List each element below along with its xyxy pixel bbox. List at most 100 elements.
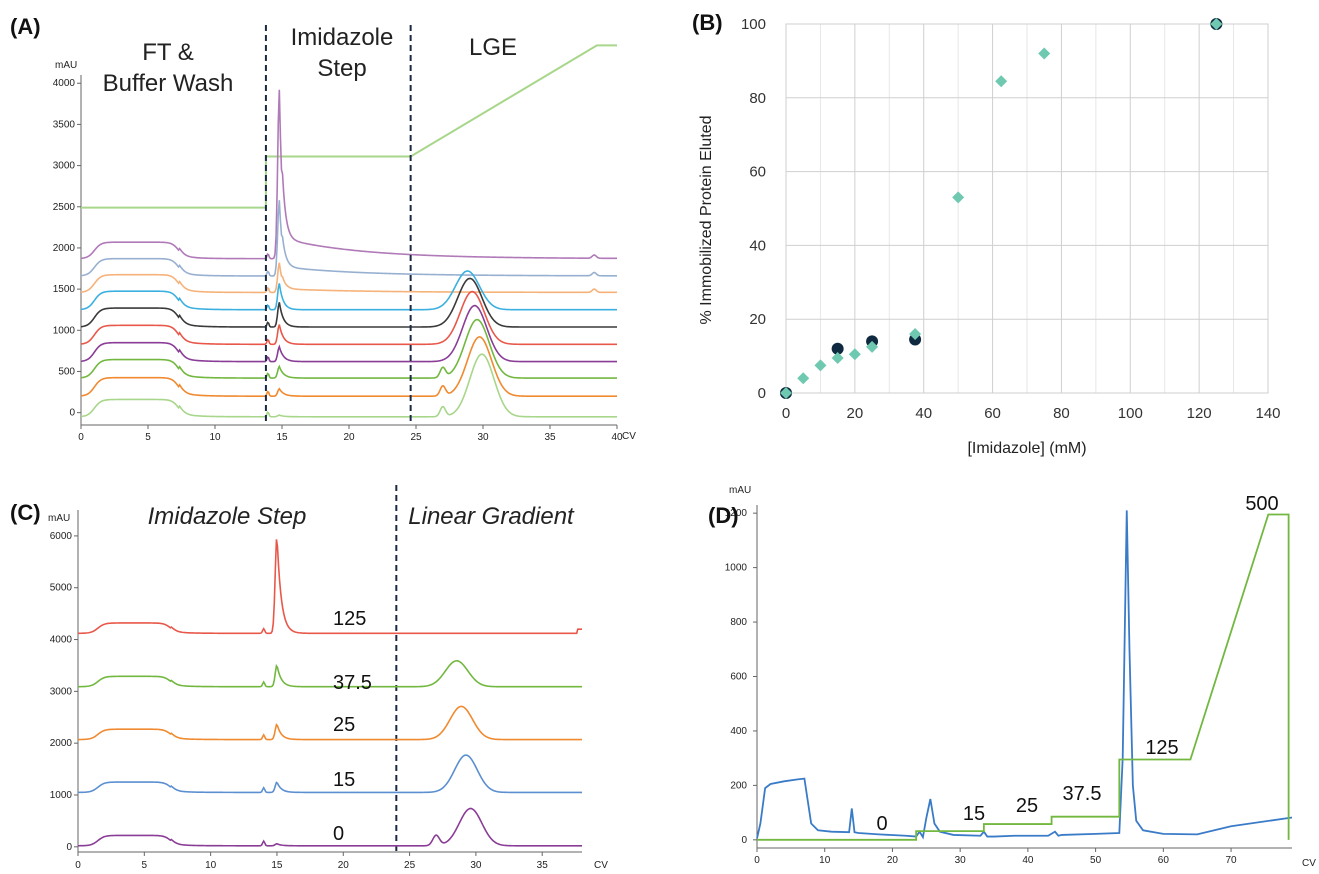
panel-b-diamond-point	[831, 351, 844, 364]
panel-b-x-tick-label: 0	[782, 405, 790, 422]
panel-d-step-label: 0	[876, 813, 887, 835]
panel-a-trace-line	[80, 262, 618, 294]
panel-c-trace-label: 0	[333, 823, 344, 845]
panel-c-x-tick-label: 5	[142, 860, 148, 871]
panel-a-region-label: LGE	[469, 34, 517, 61]
panel-b-y-tick-label: 100	[741, 16, 766, 33]
panel-c-trace-label: 15	[333, 769, 355, 791]
panel-d-x-tick-label: 30	[955, 855, 967, 866]
panel-c-x-tick-label: 25	[404, 860, 416, 871]
panel-d-absorbance-line	[756, 510, 1293, 840]
panel-d-x-tick-label: 40	[1022, 855, 1034, 866]
panel-b-x-tick-label: 60	[984, 405, 1001, 422]
panel-a-y-tick-label: 3000	[53, 161, 76, 172]
panel-b-y-tick-label: 0	[758, 385, 766, 402]
panel-d-x-axis-label: CV	[1302, 858, 1316, 869]
panel-c-x-tick-label: 0	[75, 860, 81, 871]
panel-c-trace-line	[77, 659, 582, 688]
panel-b-y-tick-label: 20	[749, 311, 766, 328]
panel-b-x-tick-label: 100	[1118, 405, 1143, 422]
panel-d-y-tick-label: 0	[741, 835, 747, 846]
panel-a: 0 5 10 15 20 25 30 35 40 0 500 1000 1500 2000 2500 3000…	[10, 14, 636, 443]
panel-a-x-tick-label: 40	[611, 432, 623, 443]
panel-c-x-axis-label: CV	[594, 860, 608, 871]
panel-c-x-tick-label: 30	[470, 860, 482, 871]
panel-b-diamond-point	[848, 348, 861, 361]
panel-d-step-label: 25	[1016, 795, 1038, 817]
panel-b-plot-frame	[785, 23, 1269, 394]
panel-b-x-axis-label: [Imidazole] (mM)	[967, 440, 1086, 457]
panel-a-x-tick-label: 30	[477, 432, 489, 443]
panel-a-trace-line	[80, 290, 617, 346]
panel-c-trace-label: 25	[333, 714, 355, 736]
panel-b-diamond-point	[780, 387, 792, 399]
panel-c-trace-line	[77, 754, 582, 794]
panel-c: 0 5 10 15 20 25 30 35 0 1000 2000 3000 4000 5000 6000 m…	[10, 485, 608, 871]
panel-a-axes: 0 5 10 15 20 25 30 35 40 0 500 1000 1500 2000 2500 3000…	[53, 75, 623, 443]
panel-d-y-tick-label: 1200	[725, 508, 748, 519]
panel-d-x-tick-label: 70	[1225, 855, 1237, 866]
panel-c-label: (C)	[10, 500, 41, 525]
panel-a-trace-line	[80, 304, 617, 363]
panel-c-x-tick-label: 15	[271, 860, 283, 871]
panel-b-y-tick-label: 40	[749, 237, 766, 254]
panel-a-x-tick-label: 0	[78, 432, 84, 443]
panel-c-region-label: Imidazole Step	[148, 503, 307, 530]
panel-b-y-axis-label: % Immobilized Protein Eluted	[698, 116, 715, 325]
panel-d-x-tick-label: 0	[754, 855, 760, 866]
panel-b-x-tick-label: 20	[847, 405, 864, 422]
panel-a-region-label: Buffer Wash	[103, 70, 234, 97]
panel-a-region-label: Step	[317, 55, 366, 82]
panel-a-trace-line	[80, 336, 617, 397]
panel-a-x-axis-label: CV	[622, 431, 636, 442]
panel-c-trace-line	[77, 705, 582, 741]
panel-a-x-tick-label: 5	[145, 432, 151, 443]
panel-b-y-tick-label: 80	[749, 90, 766, 107]
panel-d-x-tick-label: 10	[819, 855, 831, 866]
panel-d: 0 10 20 30 40 50 60 70 0 200 400 600 800 1000 1200 mAU C…	[708, 485, 1316, 869]
panel-a-region-label: FT &	[142, 39, 194, 66]
panel-a-y-tick-label: 2500	[53, 202, 76, 213]
panel-a-x-tick-label: 15	[276, 432, 288, 443]
panel-c-y-axis-label: mAU	[48, 513, 70, 524]
panel-d-x-tick-label: 50	[1090, 855, 1102, 866]
panel-b-x-tick-label: 140	[1255, 405, 1280, 422]
panel-c-y-tick-label: 1000	[50, 790, 73, 801]
panel-d-step-label: 125	[1145, 737, 1178, 759]
panel-c-x-tick-label: 20	[338, 860, 350, 871]
panel-d-y-tick-label: 400	[730, 726, 747, 737]
panel-a-label: (A)	[10, 14, 41, 39]
panel-d-label: (D)	[708, 503, 739, 528]
panel-c-y-tick-label: 5000	[50, 583, 73, 594]
panel-b-diamond-point	[797, 372, 810, 385]
panel-b-diamond-point	[952, 191, 965, 204]
panel-a-y-tick-label: 0	[69, 408, 75, 419]
panel-d-y-tick-label: 600	[730, 672, 747, 683]
panel-a-gradient-line	[81, 44, 617, 209]
panel-c-trace-label: 125	[333, 608, 366, 630]
panel-c-y-tick-label: 3000	[50, 686, 73, 697]
panel-d-y-axis-label: mAU	[729, 485, 751, 496]
panel-d-y-tick-label: 1000	[725, 563, 748, 574]
panel-b-y-tick-label: 60	[749, 164, 766, 181]
panel-a-trace-line	[80, 277, 617, 328]
panel-a-y-tick-label: 3500	[53, 119, 76, 130]
panel-c-y-tick-label: 2000	[50, 738, 73, 749]
panel-b-x-tick-label: 120	[1187, 405, 1212, 422]
panel-c-x-tick-label: 10	[205, 860, 217, 871]
panel-a-y-tick-label: 2000	[53, 243, 76, 254]
panel-b-label: (B)	[692, 10, 723, 35]
panel-d-y-tick-label: 200	[730, 780, 747, 791]
panel-b: 0 20 40 60 80 100 120 140 0 20 40 60 80 100 [Imidazole…	[692, 10, 1281, 457]
panel-a-region-label: Imidazole	[291, 24, 394, 51]
panel-b-diamond-point	[866, 340, 879, 353]
panel-b-diamond-point	[1038, 47, 1051, 60]
panel-a-y-tick-label: 1000	[53, 325, 76, 336]
panel-a-trace-line	[80, 200, 618, 277]
panel-c-trace-label: 37.5	[333, 672, 372, 694]
panel-c-region-label: Linear Gradient	[408, 503, 575, 530]
panel-a-trace-line	[80, 353, 617, 418]
panel-c-y-tick-label: 4000	[50, 635, 73, 646]
panel-d-gradient-line	[757, 513, 1290, 841]
